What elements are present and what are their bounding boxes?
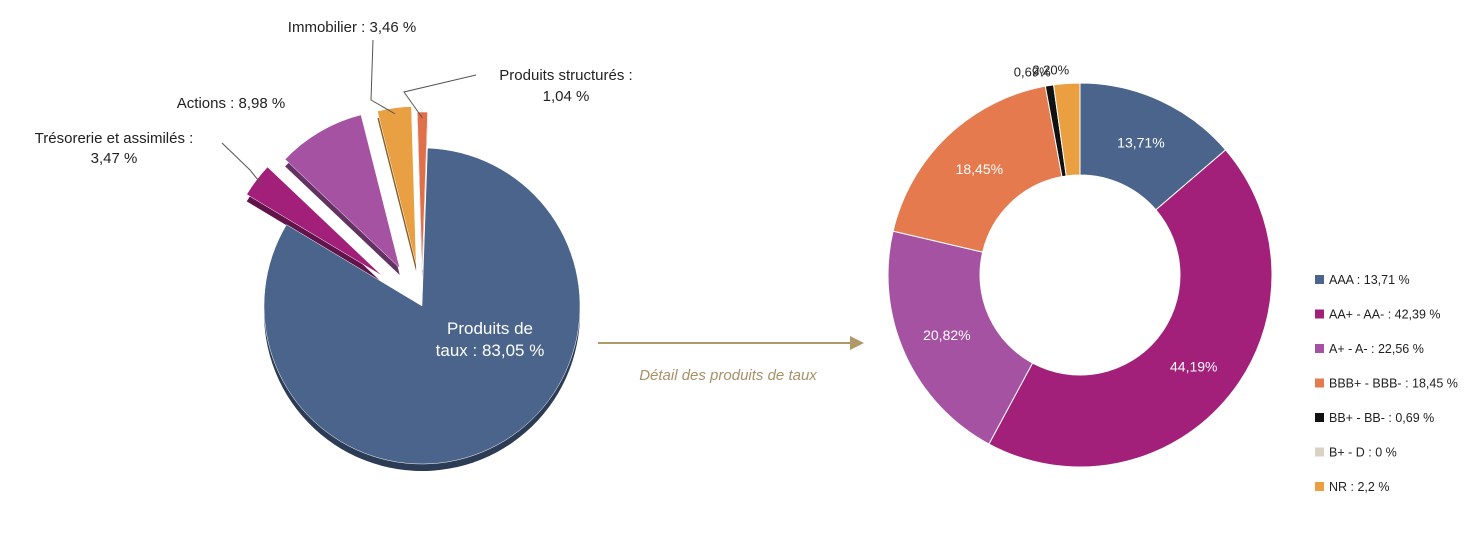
allocation-pie-chart (246, 106, 581, 472)
legend-text: B+ - D : 0 % (1329, 446, 1397, 460)
legend-swatch (1315, 482, 1324, 491)
legend-entry-aa-aa: AA+ - AA- : 42,39 % (1315, 308, 1441, 322)
legend-text: AAA : 13,71 % (1329, 273, 1410, 287)
pie-leader-tresorerie-et-assimiles (221, 142, 262, 185)
pie-slice-tresorerie-et-assimiles (246, 166, 383, 276)
pie-label-produits-structures: Produits structurés :1,04 % (499, 67, 632, 105)
pie-leader-immobilier (370, 39, 396, 115)
pie-label-produits-de-taux: Produits de taux : 83,05 % (436, 319, 545, 360)
legend-text: BB+ - BB- : 0,69 % (1329, 411, 1434, 425)
detail-arrow-label: Détail des produits de taux (639, 367, 817, 384)
legend-entry-nr: NR : 2,2 % (1315, 480, 1389, 494)
legend-entry-b-d: B+ - D : 0 % (1315, 446, 1397, 460)
allocation-pie-labels: Produits de taux : 83,05 % Trésorerie et a… (35, 19, 633, 360)
donut-slice-nr (1052, 82, 1081, 177)
donut-label-bb-bb: 0,69% (1014, 65, 1051, 80)
legend-swatch (1315, 378, 1324, 388)
legend-swatch (1315, 275, 1324, 284)
donut-slice-a-a (887, 230, 1034, 445)
pie-slice-immobilier (377, 106, 417, 265)
legend-text: BBB+ - BBB- : 18,45 % (1329, 377, 1458, 391)
legend-text: A+ - A- : 22,56 % (1329, 342, 1424, 356)
donut-label-aa-aa: 44,19% (1170, 359, 1217, 375)
legend-text: NR : 2,2 % (1329, 480, 1389, 494)
donut-label-aaa: 13,71% (1117, 134, 1164, 150)
legend-swatch (1315, 344, 1324, 353)
detail-arrow (598, 336, 864, 350)
pie-label-tresorerie-et-assimiles: Trésorerie et assimilés :3,47 % (35, 130, 194, 167)
pie-label-actions: Actions : 8,98 % (177, 95, 285, 112)
legend-entry-aaa: AAA : 13,71 % (1315, 273, 1410, 287)
pie-label-immobilier: Immobilier : 3,46 % (288, 19, 416, 36)
donut-slice-bbb-bbb (892, 85, 1063, 253)
pie-leader-produits-structures (403, 74, 477, 119)
donut-label-nr: 2,20% (1032, 62, 1069, 77)
legend-swatch (1315, 413, 1324, 422)
legend-entry-a-a: A+ - A- : 22,56 % (1315, 342, 1424, 356)
donut-label-bbb-bbb: 18,45% (956, 161, 1003, 177)
legend-entry-bb-bb: BB+ - BB- : 0,69 % (1315, 411, 1434, 425)
legend-text: AA+ - AA- : 42,39 % (1329, 308, 1441, 322)
legend-swatch (1315, 447, 1324, 457)
rating-donut-labels: 13,71% 44,19% 20,82% 18,45% 0,69%2,20% (923, 62, 1217, 374)
legend-swatch (1315, 309, 1324, 319)
donut-slice-aa-aa (988, 149, 1273, 468)
donut-label-a-a: 20,82% (923, 327, 970, 343)
pie-slice-produits-de-taux (263, 147, 581, 465)
pie-slice-actions (284, 114, 401, 269)
legend-entry-bbb-bbb: BBB+ - BBB- : 18,45 % (1315, 377, 1458, 391)
rating-donut-chart (887, 82, 1273, 468)
pie-slice-produits-structures (417, 111, 428, 271)
rating-legend: AAA : 13,71 % AA+ - AA- : 42,39 % A+ - A- … (1315, 273, 1458, 494)
